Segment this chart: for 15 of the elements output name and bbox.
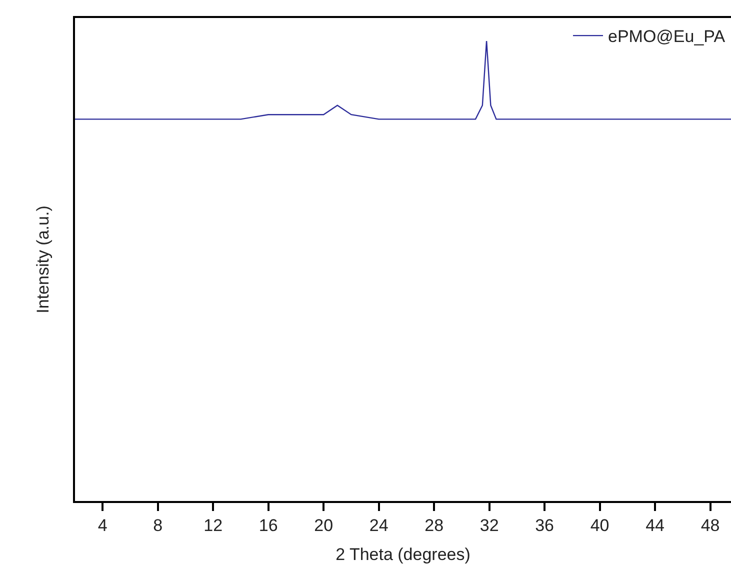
x-tick-label: 16 xyxy=(258,516,278,536)
x-tick-label: 8 xyxy=(153,516,163,536)
x-tick-label: 12 xyxy=(204,516,223,536)
x-tick-label: 20 xyxy=(314,516,334,536)
x-tick-label: 32 xyxy=(480,516,499,536)
x-tick-label: 4 xyxy=(98,516,108,536)
x-tick-label: 24 xyxy=(369,516,388,536)
x-tick-label: 48 xyxy=(700,516,720,536)
x-tick-label: 40 xyxy=(590,516,610,536)
x-tick-label: 36 xyxy=(535,516,554,536)
legend-label: ePMO@Eu_PA xyxy=(608,27,726,46)
x-tick-label: 44 xyxy=(646,516,664,536)
y-axis-title: Intensity (a.u.) xyxy=(33,206,52,314)
x-tick-label: 28 xyxy=(424,516,444,536)
x-axis-title: 2 Theta (degrees) xyxy=(336,545,470,564)
